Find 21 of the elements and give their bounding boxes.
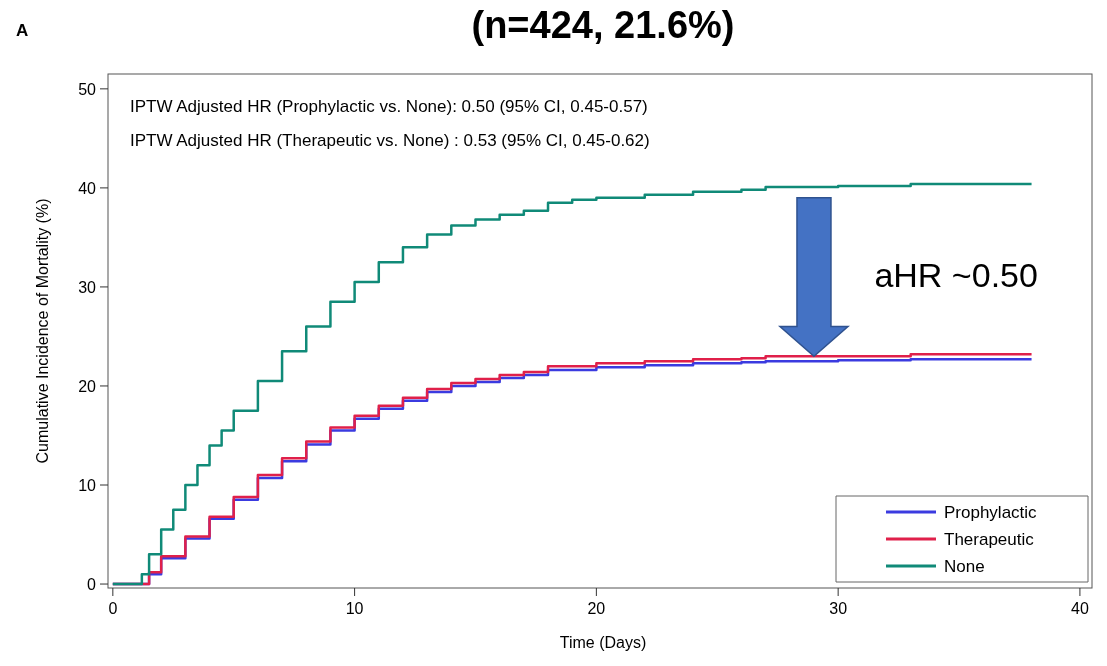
x-tick-label: 10	[345, 600, 364, 617]
x-tick-label: 0	[108, 600, 118, 617]
annotation: IPTW Adjusted HR (Therapeutic vs. None) : 0.53 (95% CI, 0.45-0.62)	[130, 131, 650, 150]
y-tick-label: 10	[78, 477, 97, 494]
legend-label: Prophylactic	[944, 503, 1038, 522]
x-tick-label: 30	[829, 600, 848, 617]
chart-title: (n=424, 21.6%)	[471, 4, 735, 46]
legend-label: None	[944, 557, 985, 576]
x-axis-title: Time (Days)	[559, 634, 647, 651]
annotation: IPTW Adjusted HR (Prophylactic vs. None): 0.50 (95% CI, 0.45-0.57)	[130, 97, 648, 116]
x-tick-label: 20	[587, 600, 606, 617]
y-axis-title: Cumulative Incidence of Mortality (%)	[34, 198, 51, 464]
y-tick-label: 30	[78, 278, 97, 296]
y-tick-label: 20	[78, 377, 97, 395]
text: A	[16, 21, 29, 40]
legend-label: Therapeutic	[944, 530, 1035, 549]
y-tick-label: 50	[78, 80, 97, 98]
y-tick-label: 40	[78, 179, 97, 197]
annotation: aHR ~0.50	[874, 255, 1038, 294]
y-tick-label: 0	[87, 576, 97, 594]
x-tick-label: 40	[1071, 600, 1089, 617]
